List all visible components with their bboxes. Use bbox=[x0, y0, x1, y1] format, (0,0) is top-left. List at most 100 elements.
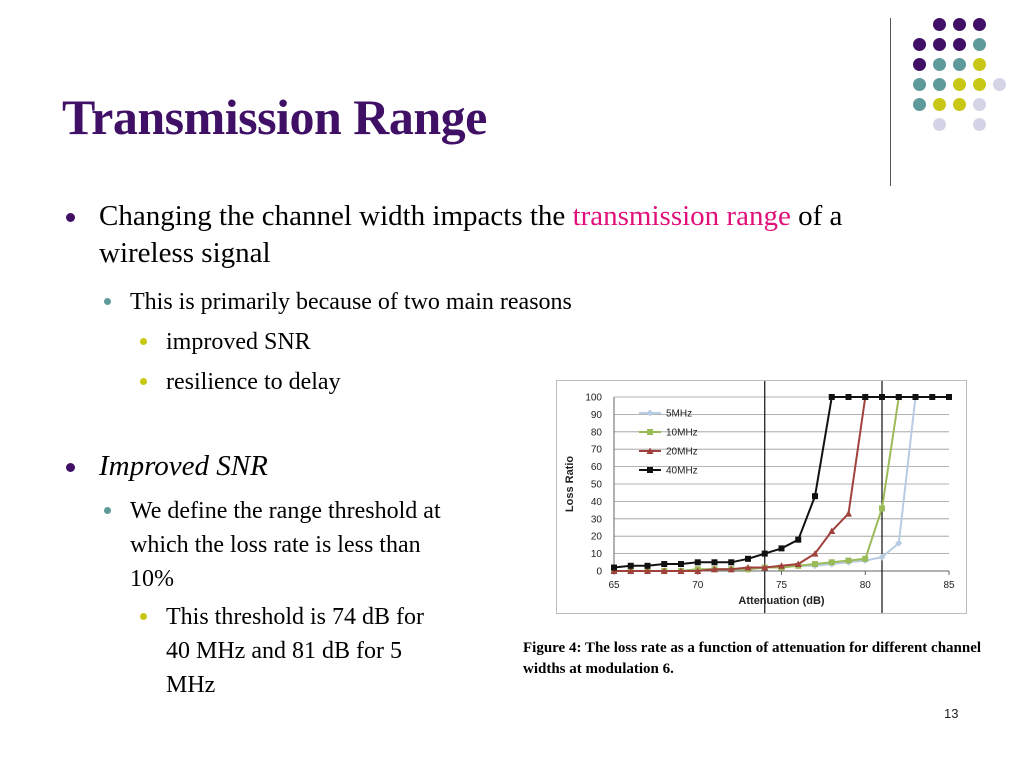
bullet-two-reasons: This is primarily because of two main re… bbox=[104, 285, 804, 319]
decorative-dot bbox=[973, 118, 986, 131]
bullet-channel-width: Changing the channel width impacts the t… bbox=[66, 198, 896, 272]
decorative-dot bbox=[933, 118, 946, 131]
data-point-20mhz bbox=[794, 560, 802, 568]
bullet-marker bbox=[104, 298, 111, 305]
data-point-40mhz bbox=[862, 394, 869, 400]
bullet-text: This threshold is 74 dB for 40 MHz and 8… bbox=[166, 604, 424, 698]
data-point-40mhz bbox=[661, 561, 668, 568]
y-tick-label: 80 bbox=[591, 427, 603, 438]
legend-marker-10mhz bbox=[647, 429, 653, 435]
data-point-40mhz bbox=[828, 394, 835, 400]
decorative-dot bbox=[933, 58, 946, 71]
decorative-dot bbox=[953, 58, 966, 71]
decorative-dot bbox=[913, 98, 926, 111]
data-point-20mhz bbox=[778, 562, 785, 569]
data-point-5mhz bbox=[895, 539, 903, 547]
data-point-40mhz bbox=[895, 394, 902, 400]
decorative-dot bbox=[913, 58, 926, 71]
bullet-text: Improved SNR bbox=[99, 450, 268, 482]
y-axis-label: Loss Ratio bbox=[564, 456, 576, 513]
legend-label-10mhz: 10MHz bbox=[666, 428, 698, 439]
decorative-dot bbox=[973, 78, 986, 91]
data-point-20mhz bbox=[660, 567, 668, 574]
decorative-dot bbox=[973, 18, 986, 31]
data-point-40mhz bbox=[761, 550, 768, 557]
data-point-40mhz bbox=[912, 394, 919, 400]
data-point-40mhz bbox=[795, 536, 802, 543]
x-tick-label: 85 bbox=[943, 580, 955, 591]
data-point-20mhz bbox=[744, 564, 752, 571]
legend-marker-5mhz bbox=[646, 409, 654, 417]
legend-marker-40mhz bbox=[647, 467, 653, 473]
data-point-20mhz bbox=[727, 565, 735, 573]
data-point-20mhz bbox=[711, 565, 718, 573]
data-point-5mhz bbox=[878, 553, 886, 561]
y-tick-label: 60 bbox=[591, 462, 603, 473]
x-tick-label: 80 bbox=[860, 580, 872, 591]
y-tick-label: 30 bbox=[591, 514, 603, 525]
legend-label-20mhz: 20MHz bbox=[666, 447, 698, 458]
bullet-text: Changing the channel width impacts the t… bbox=[99, 200, 843, 269]
y-tick-label: 40 bbox=[591, 497, 603, 508]
decorative-dot bbox=[913, 38, 926, 51]
y-tick-label: 70 bbox=[591, 445, 603, 456]
data-point-40mhz bbox=[711, 559, 718, 566]
decorative-dot-grid bbox=[910, 16, 1010, 166]
data-point-40mhz bbox=[745, 555, 751, 562]
data-point-20mhz bbox=[694, 567, 702, 574]
y-tick-label: 100 bbox=[585, 393, 602, 404]
bullet-text: resilience to delay bbox=[166, 369, 341, 395]
data-point-20mhz bbox=[761, 564, 769, 571]
data-point-20mhz bbox=[644, 567, 651, 574]
loss-ratio-chart: 0 10 20 30 40 50 60 70 80 90 100 65 70 75 80 85 Attenuat… bbox=[556, 380, 967, 614]
y-tick-label: 10 bbox=[591, 549, 603, 560]
data-point-40mhz bbox=[845, 394, 852, 400]
data-point-20mhz bbox=[811, 550, 819, 557]
bullet-marker bbox=[66, 213, 75, 222]
legend-label-5mhz: 5MHz bbox=[666, 409, 692, 420]
x-tick-label: 70 bbox=[692, 580, 704, 591]
bullet-text: We define the range threshold at which t… bbox=[130, 498, 441, 592]
x-tick-label: 65 bbox=[608, 580, 620, 591]
slide-title: Transmission Range bbox=[62, 89, 487, 145]
decorative-dot bbox=[933, 18, 946, 31]
data-point-20mhz bbox=[627, 567, 635, 574]
series-line-20mhz bbox=[614, 396, 867, 572]
data-point-40mhz bbox=[812, 493, 818, 500]
bullet-marker bbox=[104, 507, 111, 514]
title-divider bbox=[890, 18, 891, 186]
bullet-threshold-values: This threshold is 74 dB for 40 MHz and 8… bbox=[140, 600, 480, 702]
data-point-40mhz bbox=[694, 559, 701, 566]
y-tick-label: 90 bbox=[591, 410, 603, 421]
decorative-dot bbox=[973, 38, 986, 51]
data-point-40mhz bbox=[627, 562, 634, 569]
data-point-10mhz bbox=[879, 505, 885, 512]
data-point-20mhz bbox=[610, 567, 618, 574]
data-point-20mhz bbox=[677, 567, 685, 574]
bullet-marker bbox=[140, 378, 147, 385]
decorative-dot bbox=[953, 18, 966, 31]
decorative-dot bbox=[953, 78, 966, 91]
data-point-40mhz bbox=[778, 545, 785, 552]
decorative-dot bbox=[973, 98, 986, 111]
legend-marker-20mhz bbox=[646, 447, 654, 454]
decorative-dot bbox=[933, 78, 946, 91]
legend-label-40mhz: 40MHz bbox=[666, 466, 698, 477]
decorative-dot bbox=[993, 78, 1006, 91]
data-point-10mhz bbox=[845, 557, 852, 564]
data-point-10mhz bbox=[812, 561, 818, 568]
data-point-40mhz bbox=[879, 394, 885, 400]
highlight-text: transmission range bbox=[572, 200, 791, 232]
bullet-marker bbox=[140, 338, 147, 345]
data-point-10mhz bbox=[828, 559, 835, 566]
data-point-40mhz bbox=[929, 394, 936, 400]
data-point-40mhz bbox=[728, 559, 735, 566]
figure-caption: Figure 4: The loss rate as a function of… bbox=[523, 640, 982, 677]
bullet-text: This is primarily because of two main re… bbox=[130, 289, 572, 315]
bullet-resilience-delay: resilience to delay bbox=[140, 365, 540, 399]
bullet-improved-snr-reason: improved SNR bbox=[140, 325, 540, 359]
x-tick-label: 75 bbox=[776, 580, 788, 591]
bullet-marker bbox=[66, 463, 75, 472]
bullet-improved-snr-heading: Improved SNR bbox=[66, 448, 466, 485]
y-tick-label: 50 bbox=[591, 480, 603, 491]
